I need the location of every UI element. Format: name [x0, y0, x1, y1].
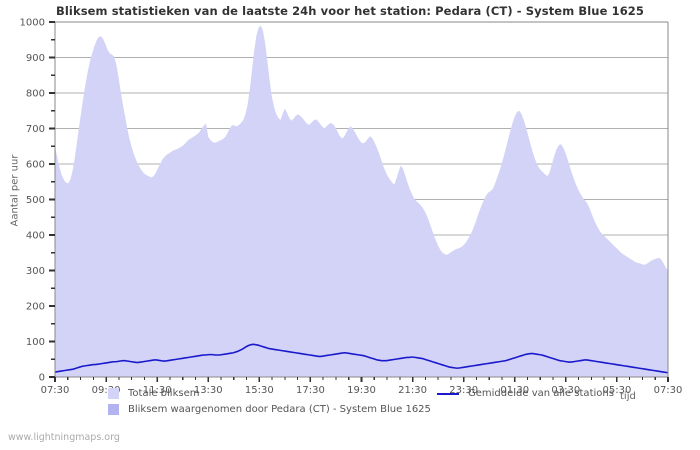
- svg-text:21:30: 21:30: [398, 385, 427, 396]
- svg-text:700: 700: [26, 124, 45, 135]
- svg-text:07:30: 07:30: [41, 385, 70, 396]
- x-axis-label: tijd: [620, 391, 636, 402]
- svg-text:13:30: 13:30: [194, 385, 223, 396]
- svg-text:07:30: 07:30: [654, 385, 683, 396]
- page-title: Bliksem statistieken van de laatste 24h …: [56, 4, 644, 18]
- svg-text:400: 400: [26, 231, 45, 242]
- legend-item-total: Totale bliksem: [108, 388, 199, 399]
- svg-text:100: 100: [26, 337, 45, 348]
- legend-label-station: Bliksem waargenomen door Pedara (CT) - S…: [128, 404, 431, 415]
- legend-swatch-total: [108, 388, 119, 399]
- svg-text:19:30: 19:30: [347, 385, 376, 396]
- svg-text:800: 800: [26, 89, 45, 100]
- svg-text:23:30: 23:30: [449, 385, 478, 396]
- legend-item-average: Gemiddelde van alle stations: [437, 388, 614, 399]
- svg-text:15:30: 15:30: [245, 385, 274, 396]
- svg-text:900: 900: [26, 53, 45, 64]
- svg-text:600: 600: [26, 160, 45, 171]
- svg-text:500: 500: [26, 195, 45, 206]
- svg-text:0: 0: [39, 373, 45, 384]
- footer-site-url: www.lightningmaps.org: [8, 432, 120, 443]
- legend-item-station: Bliksem waargenomen door Pedara (CT) - S…: [108, 404, 431, 415]
- svg-text:1000: 1000: [20, 18, 45, 29]
- svg-text:11:30: 11:30: [143, 385, 172, 396]
- svg-text:200: 200: [26, 302, 45, 313]
- svg-text:17:30: 17:30: [296, 385, 325, 396]
- chart-legend: Totale bliksem Bliksem waargenomen door …: [0, 388, 700, 428]
- legend-swatch-average: [437, 392, 459, 395]
- svg-text:09:30: 09:30: [92, 385, 121, 396]
- svg-text:05:30: 05:30: [603, 385, 632, 396]
- legend-label-average: Gemiddelde van alle stations: [468, 388, 614, 399]
- legend-label-total: Totale bliksem: [128, 388, 200, 399]
- svg-text:01:30: 01:30: [500, 385, 529, 396]
- legend-swatch-station: [108, 404, 119, 415]
- svg-text:03:30: 03:30: [551, 385, 580, 396]
- svg-text:300: 300: [26, 266, 45, 277]
